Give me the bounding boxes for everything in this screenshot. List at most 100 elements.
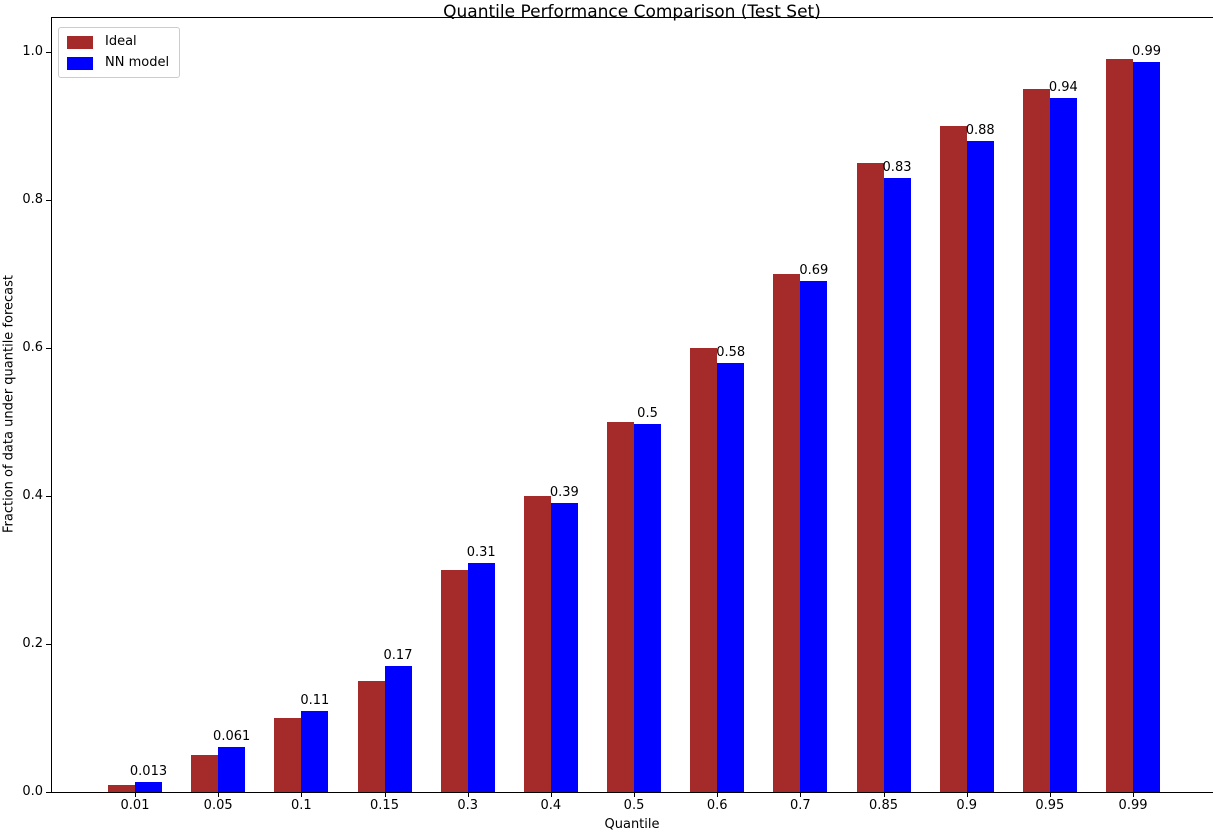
bar-ideal [856, 163, 884, 792]
axis-spine-left [51, 17, 52, 793]
bar-group: 0.58 [690, 17, 745, 792]
legend-label-ideal: Ideal [105, 34, 137, 49]
x-tick-mark [717, 792, 719, 797]
x-tick-mark [384, 792, 386, 797]
x-tick-mark [301, 792, 303, 797]
x-tick-label: 0.3 [457, 798, 479, 813]
x-tick-label: 0.15 [370, 798, 399, 813]
legend: Ideal NN model [58, 27, 181, 78]
y-tick-label: 0.6 [22, 340, 43, 355]
x-tick-mark [883, 792, 885, 797]
bar-value-label: 0.11 [300, 692, 330, 708]
bar-ideal [1022, 89, 1050, 792]
bar-group: 0.17 [357, 17, 413, 792]
bar-nn-model [135, 782, 162, 792]
bar-group: 0.69 [773, 17, 829, 792]
bar-nn-model [883, 177, 911, 792]
bar-group: 0.83 [856, 17, 912, 792]
legend-label-nn-model: NN model [105, 55, 170, 70]
bar-value-label: 0.061 [213, 728, 251, 744]
x-tick-mark [218, 792, 220, 797]
bar-value-label: 0.69 [799, 263, 829, 279]
y-tick-mark [46, 496, 51, 497]
bar-group: 0.88 [939, 17, 995, 792]
y-tick-mark [46, 348, 51, 349]
bar-nn-model [800, 281, 828, 792]
y-tick-label: 0.8 [22, 192, 43, 207]
x-tick-label: 0.05 [203, 798, 233, 813]
x-tick-mark [550, 792, 552, 797]
bar-nn-model [1133, 61, 1161, 792]
legend-item-ideal: Ideal [67, 35, 169, 49]
x-tick-label: 0.9 [956, 798, 978, 813]
bar-ideal [191, 755, 219, 792]
x-tick-mark [634, 792, 636, 797]
bar-nn-model [301, 710, 329, 792]
bar-ideal [1106, 59, 1134, 792]
x-tick-label: 0.7 [790, 798, 811, 813]
bar-value-label: 0.94 [1048, 79, 1078, 95]
ideal-swatch-icon [67, 35, 93, 49]
y-tick-label: 0.2 [22, 636, 43, 651]
x-tick-mark [800, 792, 802, 797]
x-tick-label: 0.99 [1118, 798, 1148, 813]
legend-item-nn-model: NN model [67, 56, 169, 70]
x-tick-label: 0.5 [623, 798, 645, 813]
x-tick-label: 0.85 [869, 798, 898, 813]
x-axis-label: Quantile [604, 817, 660, 832]
x-tick-mark [135, 792, 136, 797]
axis-spine-bottom [51, 792, 1213, 793]
y-tick-label: 0.4 [22, 488, 43, 503]
y-tick-mark [46, 52, 51, 53]
y-tick-mark [46, 792, 51, 793]
x-tick-label: 0.1 [290, 798, 312, 813]
x-tick-label: 0.01 [120, 798, 150, 813]
bar-ideal [274, 718, 302, 792]
bar-ideal [357, 681, 385, 792]
bar-ideal [440, 570, 468, 792]
x-tick-label: 0.95 [1035, 798, 1065, 813]
bar-nn-model [634, 424, 662, 792]
bar-value-label: 0.83 [882, 159, 912, 175]
bar-nn-model [717, 362, 745, 792]
bar-ideal [773, 274, 801, 792]
bar-nn-model [467, 562, 495, 792]
bar-ideal [108, 784, 135, 792]
x-tick-mark [1133, 792, 1135, 797]
bar-group: 0.94 [1022, 17, 1078, 792]
bar-value-label: 0.99 [1132, 43, 1162, 59]
x-tick-mark [467, 792, 469, 797]
bar-nn-model [966, 140, 994, 792]
x-tick-label: 0.6 [706, 798, 728, 813]
bar-value-label: 0.31 [466, 544, 496, 560]
bar-nn-model [550, 503, 578, 792]
bar-value-label: 0.39 [549, 485, 579, 501]
bar-value-label: 0.013 [129, 764, 168, 780]
bar-group: 0.99 [1106, 17, 1162, 792]
y-tick-label: 0.0 [22, 784, 43, 799]
nn-model-swatch-icon [67, 56, 93, 70]
bar-group: 0.11 [274, 17, 330, 792]
bar-value-label: 0.5 [637, 406, 658, 422]
y-tick-mark [46, 200, 51, 201]
bar-nn-model [218, 746, 246, 792]
axis-spine-top [51, 17, 1213, 18]
bar-ideal [523, 496, 551, 792]
bar-group: 0.013 [108, 17, 167, 792]
x-tick-mark [966, 792, 968, 797]
bar-nn-model [384, 666, 412, 792]
bar-value-label: 0.88 [965, 122, 995, 138]
bar-group: 0.39 [523, 17, 579, 792]
bar-ideal [690, 348, 718, 792]
plot-area: Ideal NN model 0.013 0.061 0.11 0.17 0.31 0.3… [51, 17, 1213, 792]
bar-value-label: 0.17 [383, 648, 413, 664]
y-tick-label: 1.0 [22, 44, 43, 59]
y-tick-mark [46, 644, 51, 645]
bar-group: 0.31 [440, 17, 496, 792]
bar-nn-model [1049, 97, 1077, 792]
x-tick-label: 0.4 [540, 798, 562, 813]
bar-ideal [607, 422, 635, 792]
bar-group: 0.061 [191, 17, 250, 792]
bar-group: 0.5 [607, 17, 662, 792]
